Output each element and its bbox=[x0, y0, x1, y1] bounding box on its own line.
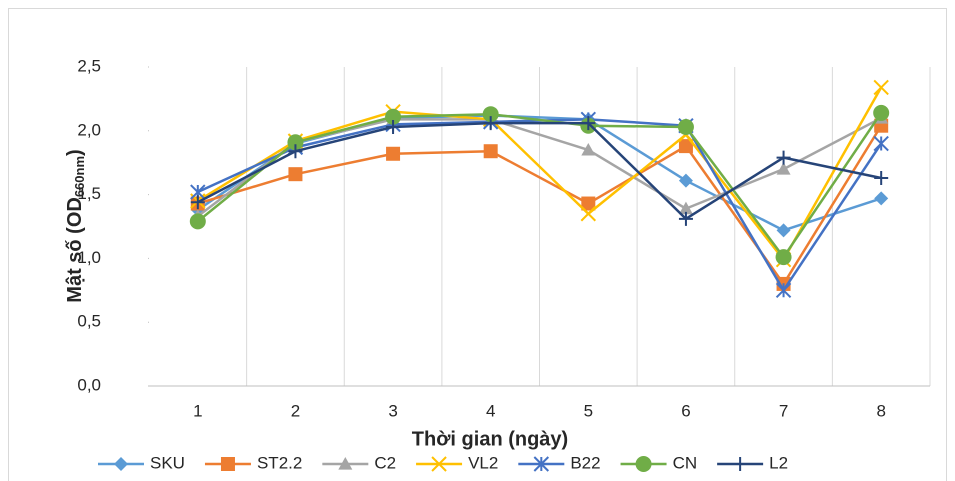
marker bbox=[678, 211, 693, 226]
y-tick-label: 2,5 bbox=[77, 56, 101, 75]
x-tick-label: 2 bbox=[291, 401, 300, 420]
marker bbox=[288, 167, 303, 182]
x-tick-label: 8 bbox=[876, 401, 885, 420]
series-line bbox=[197, 121, 882, 221]
marker bbox=[874, 171, 889, 186]
legend-label: C2 bbox=[374, 453, 396, 472]
x-tick-label: 7 bbox=[779, 401, 788, 420]
marker bbox=[483, 144, 498, 159]
marker bbox=[338, 457, 353, 470]
legend-label: CN bbox=[673, 453, 698, 472]
marker bbox=[873, 104, 890, 121]
legend-label: ST2.2 bbox=[257, 453, 302, 472]
series bbox=[189, 104, 890, 266]
marker bbox=[873, 135, 889, 152]
marker bbox=[114, 457, 128, 471]
marker bbox=[581, 142, 596, 156]
legend-label: B22 bbox=[570, 453, 600, 472]
marker bbox=[776, 162, 791, 175]
marker bbox=[386, 146, 401, 161]
marker bbox=[677, 118, 694, 135]
y-tick-label: 1,0 bbox=[77, 248, 101, 267]
y-tick-label: 0,5 bbox=[77, 312, 101, 331]
marker bbox=[580, 206, 597, 222]
y-axis-title: Mật số (OD660nm) bbox=[64, 149, 87, 302]
y-tick-label: 0,0 bbox=[77, 375, 101, 394]
x-tick-label: 4 bbox=[486, 401, 495, 420]
marker bbox=[635, 456, 652, 472]
marker bbox=[431, 456, 447, 472]
marker bbox=[189, 213, 206, 230]
marker bbox=[386, 119, 401, 134]
marker bbox=[776, 223, 791, 238]
y-tick-label: 1,5 bbox=[77, 184, 101, 203]
marker bbox=[190, 195, 205, 210]
x-tick-label: 5 bbox=[584, 401, 593, 420]
marker bbox=[678, 173, 693, 188]
series-line bbox=[197, 112, 883, 259]
x-tick-label: 6 bbox=[681, 401, 690, 420]
legend: SKU ST2.2 C2 VL2 B22 CN L2 bbox=[98, 453, 788, 472]
marker bbox=[220, 457, 235, 471]
y-title-sub: 660nm bbox=[72, 156, 87, 197]
marker bbox=[775, 249, 792, 266]
marker bbox=[776, 150, 791, 165]
chart-border bbox=[8, 8, 947, 481]
series-line bbox=[197, 86, 883, 261]
y-tick-label: 2,0 bbox=[77, 120, 101, 139]
x-tick-label: 3 bbox=[388, 401, 397, 420]
marker bbox=[873, 79, 889, 96]
marker bbox=[533, 456, 550, 472]
marker bbox=[733, 457, 748, 471]
legend-label: SKU bbox=[150, 453, 185, 472]
legend-label: VL2 bbox=[468, 453, 498, 472]
y-title-end: ) bbox=[64, 149, 86, 156]
marker bbox=[385, 108, 402, 125]
marker bbox=[874, 191, 889, 206]
series bbox=[190, 116, 889, 226]
legend-label: L2 bbox=[769, 453, 788, 472]
marker bbox=[775, 282, 792, 299]
marker bbox=[482, 106, 499, 123]
x-tick-label: 1 bbox=[193, 401, 202, 420]
marker bbox=[483, 116, 498, 131]
marker bbox=[581, 196, 596, 211]
marker bbox=[287, 134, 304, 151]
marker bbox=[678, 139, 693, 154]
marker bbox=[581, 116, 596, 131]
marker bbox=[288, 144, 303, 159]
marker bbox=[678, 201, 693, 215]
y-title-main: Mật số (OD bbox=[64, 197, 86, 303]
x-axis-title: Thời gian (ngày) bbox=[412, 428, 568, 450]
